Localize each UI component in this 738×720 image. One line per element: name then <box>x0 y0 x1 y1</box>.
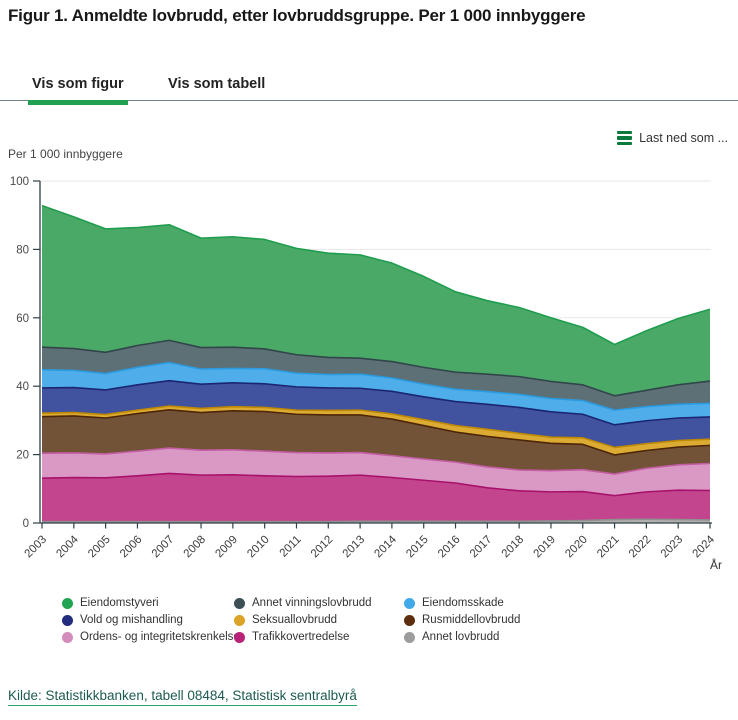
y-axis-tick-label: 40 <box>16 381 29 393</box>
active-tab-indicator <box>28 100 128 105</box>
x-axis-tick-label: 2018 <box>500 534 527 561</box>
legend-dot-icon <box>62 597 73 609</box>
series-line-ordens-og-integritetskrenkelse <box>41 447 711 475</box>
x-axis-tick-label: 2023 <box>659 534 686 561</box>
area-seksuallovbrudd <box>42 406 710 455</box>
x-axis-tick-label: 2016 <box>436 534 463 561</box>
legend-dot-icon <box>62 614 73 626</box>
x-axis-title: År <box>710 557 722 572</box>
legend-label: Annet lovbrudd <box>422 631 500 643</box>
series-line-vold-og-mishandling <box>41 379 711 426</box>
legend-dot-icon <box>62 631 73 643</box>
tabbar: Vis som figur Vis som tabell <box>0 70 738 105</box>
figure-title: Figur 1. Anmeldte lovbrudd, etter lovbru… <box>8 6 586 25</box>
legend-dot-icon <box>234 631 245 643</box>
x-axis-tick-label: 2024 <box>691 533 718 560</box>
legend-item-eiendomsskade[interactable]: Eiendomsskade <box>404 596 520 610</box>
x-axis-tick-label: 2004 <box>54 533 81 560</box>
series-line-annet-lovbrudd <box>42 518 711 523</box>
x-axis-tick-label: 2020 <box>563 534 590 561</box>
tab-vis-som-tabell[interactable]: Vis som tabell <box>166 70 267 102</box>
legend-item-seksuallovbrudd[interactable]: Seksuallovbrudd <box>234 613 404 627</box>
series-line-rusmiddellovbrudd <box>41 408 711 456</box>
series-line-seksuallovbrudd <box>41 405 711 449</box>
area-ordens-og-integritetskrenkelse <box>42 448 710 496</box>
x-axis-tick-label: 2017 <box>468 534 495 561</box>
y-axis-title: Per 1 000 innbyggere <box>8 147 123 161</box>
legend-item-trafikkovertredelse[interactable]: Trafikkovertredelse <box>234 630 404 644</box>
legend-label: Annet vinningslovbrudd <box>252 597 372 609</box>
series-line-eiendomsskade <box>41 361 711 411</box>
download-label: Last ned som ... <box>639 131 728 145</box>
legend-item-eiendomstyveri[interactable]: Eiendomstyveri <box>62 596 234 610</box>
area-eiendomstyveri <box>42 205 710 396</box>
legend-item-annet-vinningslovbrudd[interactable]: Annet vinningslovbrudd <box>234 596 404 610</box>
legend-item-vold-og-mishandling[interactable]: Vold og mishandling <box>62 613 234 627</box>
legend-label: Ordens- og integritetskrenkelse <box>80 631 240 643</box>
tab-label: Vis som figur <box>32 76 124 92</box>
x-axis-tick-label: 2007 <box>150 534 177 561</box>
x-axis-tick-label: 2015 <box>404 534 431 561</box>
legend-item-ordens-og-integritetskrenkelse[interactable]: Ordens- og integritetskrenkelse <box>62 630 240 644</box>
x-axis-tick-label: 2021 <box>595 534 622 561</box>
area-annet-vinningslovbrudd <box>42 340 710 411</box>
legend-label: Vold og mishandling <box>80 614 183 626</box>
x-axis-tick-label: 2010 <box>245 534 272 561</box>
x-axis-tick-label: 2014 <box>372 533 399 560</box>
y-axis-tick-label: 80 <box>16 244 29 256</box>
download-menu-button[interactable]: Last ned som ... <box>617 131 728 145</box>
x-axis-tick-label: 2011 <box>278 534 304 560</box>
hamburger-icon <box>617 131 633 145</box>
legend-dot-icon <box>404 597 415 609</box>
x-axis-tick-label: 2013 <box>341 534 368 561</box>
y-axis-tick-label: 0 <box>23 518 29 530</box>
x-axis-tick-label: 2012 <box>309 534 336 561</box>
legend-dot-icon <box>234 614 245 626</box>
chart-legend: Eiendomstyveri Annet vinningslovbrudd Ei… <box>62 596 520 644</box>
tab-vis-som-figur[interactable]: Vis som figur <box>28 70 128 105</box>
area-vold-og-mishandling <box>42 380 710 448</box>
y-axis-tick-label: 100 <box>10 176 29 188</box>
y-axis-tick-label: 20 <box>16 450 29 462</box>
y-axis-tick-label: 60 <box>16 313 29 325</box>
area-rusmiddellovbrudd <box>42 409 710 475</box>
legend-label: Rusmiddellovbrudd <box>422 614 521 626</box>
legend-item-rusmiddellovbrudd[interactable]: Rusmiddellovbrudd <box>404 613 520 627</box>
legend-label: Seksuallovbrudd <box>252 614 338 626</box>
series-line-trafikkovertredelse <box>41 472 711 497</box>
area-eiendomsskade <box>42 362 710 425</box>
legend-dot-icon <box>404 631 415 643</box>
legend-label: Trafikkovertredelse <box>252 631 350 643</box>
x-axis-tick-label: 2022 <box>627 534 654 561</box>
x-axis-tick-label: 2003 <box>23 534 50 561</box>
legend-item-annet-lovbrudd[interactable]: Annet lovbrudd <box>404 630 520 644</box>
legend-label: Eiendomstyveri <box>80 597 159 609</box>
series-line-eiendomstyveri <box>41 204 711 346</box>
legend-label: Eiendomsskade <box>422 597 504 609</box>
tab-label: Vis som tabell <box>168 76 266 92</box>
x-axis-tick-label: 2009 <box>213 534 240 561</box>
series-line-annet-vinningslovbrudd <box>41 339 711 397</box>
x-axis-tick-label: 2006 <box>118 534 145 561</box>
area-trafikkovertredelse <box>42 473 710 522</box>
x-axis-tick-label: 2019 <box>531 534 558 561</box>
x-axis-tick-label: 2008 <box>182 534 209 561</box>
stacked-area-chart[interactable]: 0 20 40 60 80 100 2003 2004 2005 2006 2007 2008 2009… <box>0 170 738 595</box>
source-link[interactable]: Kilde: Statistikkbanken, tabell 08484, S… <box>8 688 357 706</box>
x-axis-tick-label: 2005 <box>86 534 113 561</box>
legend-dot-icon <box>404 614 415 626</box>
legend-dot-icon <box>234 597 245 609</box>
